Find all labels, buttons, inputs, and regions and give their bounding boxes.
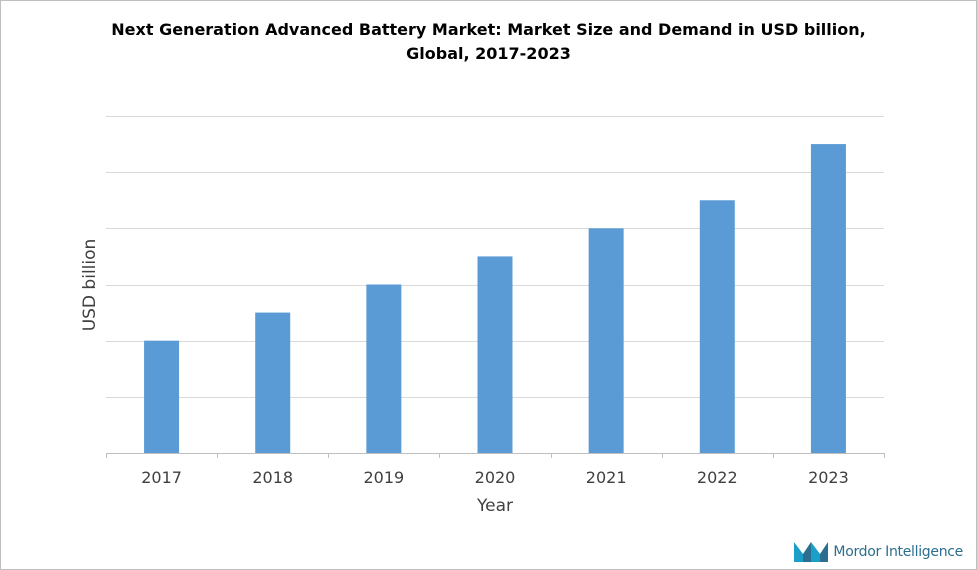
x-tick-label: 2021 (586, 468, 627, 487)
bar-2021 (588, 228, 624, 453)
logo-text: Mordor Intelligence (833, 544, 963, 560)
chart-title-line-1: Next Generation Advanced Battery Market:… (111, 20, 866, 39)
x-tick-label: 2023 (808, 468, 849, 487)
bar-2022 (699, 200, 735, 453)
x-axis-label: Year (477, 496, 513, 516)
bar-2020 (477, 256, 513, 453)
brand-logo: Mordor Intelligence (794, 542, 963, 562)
chart-title-line-2: Global, 2017-2023 (406, 44, 571, 63)
x-tick-label: 2020 (475, 468, 516, 487)
bar-2017 (144, 340, 180, 453)
x-tick-label: 2022 (697, 468, 738, 487)
x-tick-label: 2017 (141, 468, 182, 487)
mordor-logo-icon (794, 542, 829, 562)
chart-title: Next Generation Advanced Battery Market:… (0, 18, 977, 66)
x-tick-label: 2018 (252, 468, 293, 487)
bar-2018 (255, 312, 291, 453)
y-axis-label: USD billion (80, 238, 100, 332)
x-tick-label: 2019 (363, 468, 404, 487)
bar-2019 (366, 284, 402, 453)
bar-2023 (810, 144, 846, 454)
